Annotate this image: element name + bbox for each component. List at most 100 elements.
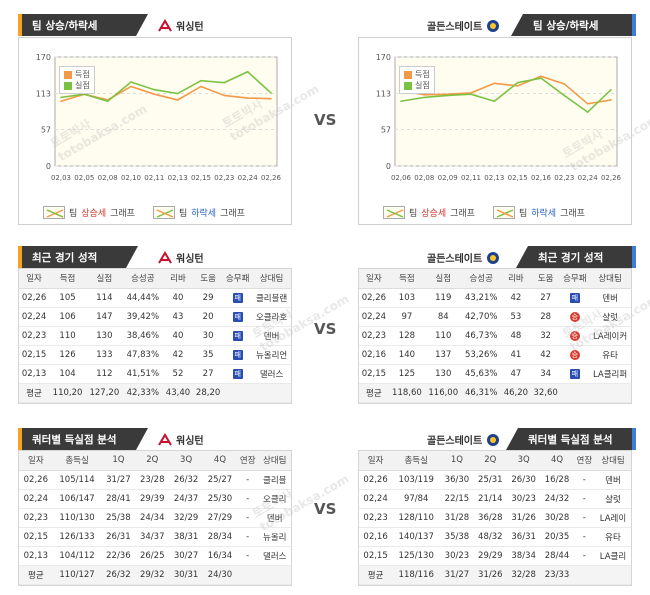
table-cell: LA레이 xyxy=(594,508,631,528)
table-cell: 43,40 xyxy=(162,383,194,403)
right-team-label-3: 골든스테이트 xyxy=(427,432,500,447)
table-cell xyxy=(573,565,595,585)
result-badge: 패 xyxy=(569,292,580,303)
table-header-row: 일자 득점 실점 승성공 리바 도움 승무패 상대팀 xyxy=(359,269,631,289)
right-team-name: 골든스테이트 xyxy=(427,22,483,33)
score-swatch xyxy=(404,70,412,79)
right-chart-legend: 득점 실점 xyxy=(399,66,435,94)
table-cell: 26/25 xyxy=(135,546,170,566)
table-cell: 34/37 xyxy=(135,527,170,547)
table-cell: 52 xyxy=(162,364,194,384)
right-quarter-table: 일자 총득실 1Q 2Q 3Q 4Q 연장 상대팀 02,26 103/119 36/30 25/31… xyxy=(359,451,631,585)
table-cell xyxy=(589,383,631,403)
table-cell: 02,16 xyxy=(359,527,393,547)
table-cell: 평균 xyxy=(359,565,393,585)
result-badge: 승 xyxy=(569,330,580,341)
table-cell: 20 xyxy=(193,307,224,327)
table-cell: 30/23 xyxy=(440,546,474,566)
fall-legend: 팀 하락세 그래프 xyxy=(152,206,245,219)
table-row: 02,15 126 133 47,83% 42 35 패 뉴올리언 xyxy=(19,345,291,365)
table-cell: LA클리 xyxy=(594,546,631,566)
table-cell xyxy=(252,383,291,403)
table-cell: 24/34 xyxy=(135,508,170,528)
right-recent-table-box: 일자 득점 실점 승성공 리바 도움 승무패 상대팀 02,26 103 119 43,21% 42 27… xyxy=(358,268,632,404)
right-quarter-title: 쿼터별 득실점 분석 xyxy=(506,428,636,450)
left-recent-table-box: 일자 득점 실점 승성공 리바 도움 승무패 상대팀 02,26 105 114 44,44% 40 29… xyxy=(18,268,292,404)
left-recent-table: 일자 득점 실점 승성공 리바 도움 승무패 상대팀 02,26 105 114 44,44% 40 29… xyxy=(19,269,291,403)
table-cell: 30/23 xyxy=(506,489,541,509)
rise-hl: 상승세 xyxy=(421,209,447,219)
column-header: 3Q xyxy=(506,451,541,471)
table-cell: 40 xyxy=(162,326,194,346)
left-team-label-3: 워싱턴 xyxy=(158,432,204,447)
table-cell: 126 xyxy=(49,345,86,365)
table-cell: 106/147 xyxy=(52,489,102,509)
table-cell: 25/31 xyxy=(473,470,507,490)
table-row: 02,15 126/133 26/31 34/37 38/31 28/34- 뉴올리 xyxy=(19,527,291,547)
data-point xyxy=(153,88,156,91)
data-point xyxy=(423,94,426,96)
result-badge: 패 xyxy=(232,292,243,303)
column-header: 도움 xyxy=(193,269,224,289)
vs-label-1: VS xyxy=(314,111,337,129)
vs-label-2: VS xyxy=(314,320,337,338)
left-team-label-2: 워싱턴 xyxy=(158,250,204,265)
right-recent-title: 최근 경기 성적 xyxy=(516,246,636,268)
x-tick-label: 02,24 xyxy=(578,174,599,182)
table-cell: 승 xyxy=(560,326,590,346)
column-header: 승성공 xyxy=(122,269,163,289)
x-tick-label: 02,26 xyxy=(261,174,282,182)
table-cell: 패 xyxy=(223,364,253,384)
data-point xyxy=(470,92,472,94)
column-header: 상대팀 xyxy=(594,451,631,471)
x-tick-label: 02,13 xyxy=(484,174,504,182)
column-header: 실점 xyxy=(425,269,462,289)
table-cell: 47,83% xyxy=(122,345,163,365)
rise-hl: 상승세 xyxy=(81,209,107,219)
x-tick-label: 02,23 xyxy=(554,174,574,182)
left-recent-title: 최근 경기 성적 xyxy=(18,246,138,268)
column-header: 상대팀 xyxy=(252,269,291,289)
table-cell: 02,23 xyxy=(359,508,393,528)
table-cell: 02,13 xyxy=(19,546,53,566)
warriors-logo-icon xyxy=(486,433,500,447)
table-cell: 24/30 xyxy=(203,565,237,585)
table-row: 02,24 106 147 39,42% 43 20 패 오클라호 xyxy=(19,307,291,327)
table-cell: 27 xyxy=(193,364,224,384)
vs-label-3: VS xyxy=(314,500,337,518)
x-tick-label: 02,09 xyxy=(438,174,458,182)
table-cell: 02,24 xyxy=(19,307,50,327)
x-tick-label: 02,03 xyxy=(51,174,71,182)
series-line-allowed xyxy=(400,77,612,114)
table-cell: 35 xyxy=(193,345,224,365)
legend-allowed-label: 실점 xyxy=(415,81,430,90)
data-point xyxy=(516,81,519,84)
data-point xyxy=(223,94,226,97)
x-tick-label: 02,06 xyxy=(391,174,412,182)
table-header-row: 일자 총득실 1Q 2Q 3Q 4Q 연장 상대팀 xyxy=(19,451,291,471)
warriors-logo-icon xyxy=(486,251,500,265)
rise-pre: 팀 xyxy=(409,209,418,219)
table-cell: 16/28 xyxy=(540,470,574,490)
table-cell: 30/27 xyxy=(169,546,204,566)
right-recent-table: 일자 득점 실점 승성공 리바 도움 승무패 상대팀 02,26 103 119 43,21% 42 27… xyxy=(359,269,631,403)
table-cell: 02,15 xyxy=(359,546,393,566)
table-cell: 유타 xyxy=(589,345,631,365)
table-cell: 97 xyxy=(388,307,426,327)
table-cell: 평균 xyxy=(359,383,389,403)
table-cell: 34 xyxy=(530,364,561,384)
table-row: 02,16 140/137 35/38 48/32 36/31 20/35- 유타 xyxy=(359,527,631,547)
table-row: 02,15 125/130 30/23 29/29 38/34 28/44- LA클리 xyxy=(359,546,631,566)
table-cell: 110/130 xyxy=(52,508,102,528)
average-row: 평균 118,60 116,00 46,31% 46,20 32,60 xyxy=(359,383,631,403)
allowed-swatch xyxy=(404,81,412,90)
column-header: 승무패 xyxy=(560,269,590,289)
table-row: 02,23 110 130 38,46% 40 30 패 덴버 xyxy=(19,326,291,346)
data-point xyxy=(176,99,179,101)
rise-post: 그래프 xyxy=(110,209,135,219)
data-point xyxy=(130,85,132,88)
data-point xyxy=(60,96,62,99)
data-point xyxy=(223,81,226,84)
